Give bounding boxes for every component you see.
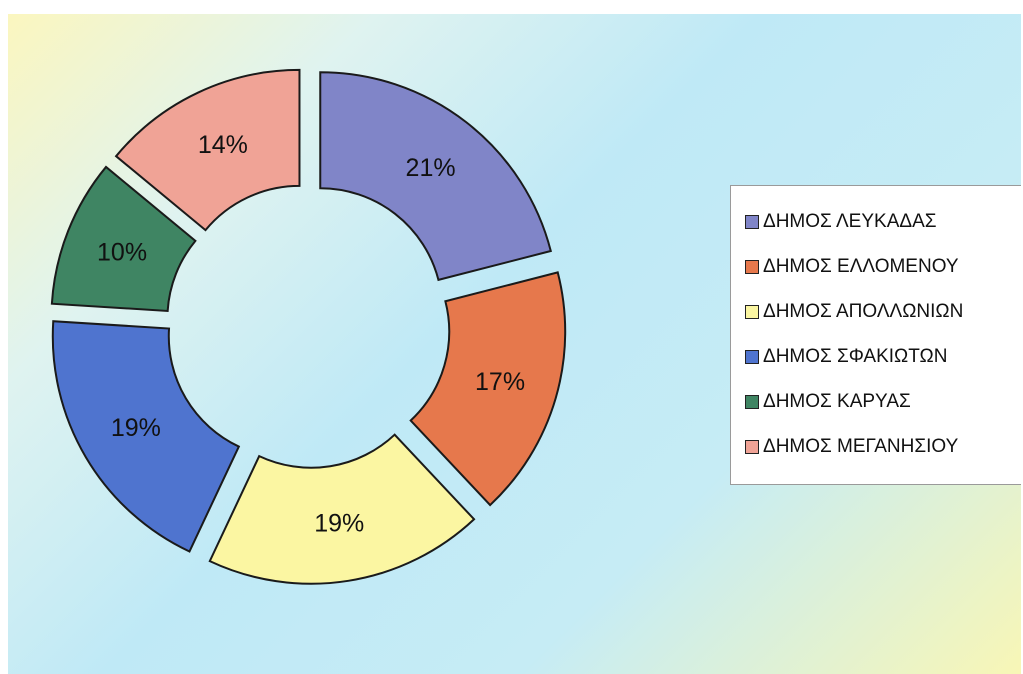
legend-label: ΔΗΜΟΣ ΜΕΓΑΝΗΣΙΟΥ [763, 435, 959, 457]
legend-label: ΔΗΜΟΣ ΣΦΑΚΙΩΤΩΝ [763, 345, 948, 367]
legend-swatch [745, 394, 759, 409]
donut-chart: 21% 17% 19% 19% 10% 14% [50, 68, 567, 585]
donut-slice [409, 271, 567, 507]
legend-swatch [745, 214, 759, 229]
legend-swatch [745, 304, 759, 319]
legend-label: ΔΗΜΟΣ ΚΑΡΥΑΣ [763, 390, 911, 412]
slice-label: 10% [97, 238, 147, 266]
slice-label: 21% [406, 154, 456, 182]
chart-area: 21% 17% 19% 19% 10% 14% ΔΗΜΟΣ ΛΕΥΚΑΔΑΣ ΔΗΜΟΣ … [8, 14, 1021, 674]
legend-swatch [745, 439, 759, 454]
donut-slice [319, 71, 552, 282]
donut-slice [51, 320, 241, 553]
legend-label: ΔΗΜΟΣ ΕΛΛΟΜΕΝΟΥ [763, 255, 959, 277]
donut-slice [50, 165, 197, 313]
slice-label: 17% [475, 368, 525, 396]
legend-item: ΔΗΜΟΣ ΚΑΡΥΑΣ [745, 379, 1021, 424]
legend-item: ΔΗΜΟΣ ΛΕΥΚΑΔΑΣ [745, 199, 1021, 244]
donut-slice [114, 68, 301, 232]
slice-label: 19% [111, 414, 161, 442]
legend-item: ΔΗΜΟΣ ΕΛΛΟΜΕΝΟΥ [745, 244, 1021, 289]
legend-item: ΔΗΜΟΣ ΑΠΟΛΛΩΝΙΩΝ [745, 289, 1021, 334]
legend-item: ΔΗΜΟΣ ΣΦΑΚΙΩΤΩΝ [745, 334, 1021, 379]
legend-swatch [745, 259, 759, 274]
legend-item: ΔΗΜΟΣ ΜΕΓΑΝΗΣΙΟΥ [745, 424, 1021, 469]
slice-label: 14% [198, 131, 248, 159]
donut-slice [208, 433, 476, 585]
slice-label: 19% [314, 510, 364, 538]
legend: ΔΗΜΟΣ ΛΕΥΚΑΔΑΣ ΔΗΜΟΣ ΕΛΛΟΜΕΝΟΥ ΔΗΜΟΣ ΑΠΟ… [730, 185, 1021, 485]
legend-label: ΔΗΜΟΣ ΑΠΟΛΛΩΝΙΩΝ [763, 300, 964, 322]
legend-label: ΔΗΜΟΣ ΛΕΥΚΑΔΑΣ [763, 210, 937, 232]
legend-swatch [745, 349, 759, 364]
